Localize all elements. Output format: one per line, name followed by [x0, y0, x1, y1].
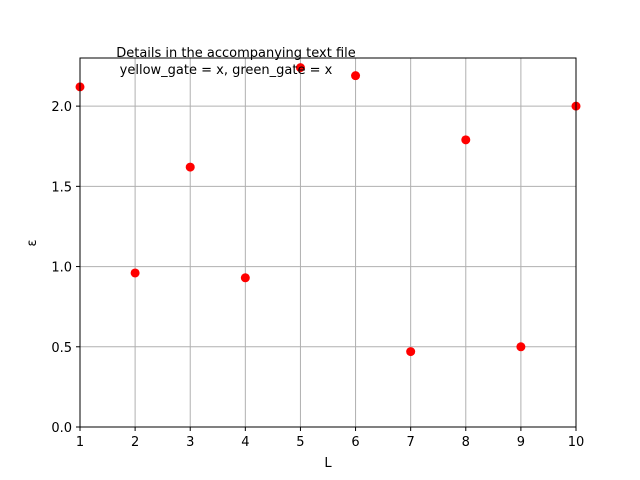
x-tick-label: 2 — [131, 435, 139, 450]
data-point — [295, 63, 305, 73]
data-point — [351, 71, 361, 81]
x-tick-label: 9 — [517, 435, 525, 450]
y-tick-label: 2.0 — [51, 100, 72, 115]
y-tick-label: 1.0 — [51, 261, 72, 276]
x-tick-label: 7 — [407, 435, 415, 450]
data-point — [461, 135, 471, 145]
plot-frame — [79, 57, 577, 428]
grid-lines — [79, 58, 577, 428]
y-tick-label: 0.0 — [51, 421, 72, 436]
x-axis-label: L — [324, 456, 332, 471]
annotation-line-2: yellow_gate = x, green_gate = x — [120, 63, 333, 78]
data-point — [185, 162, 195, 172]
x-tick-label: 3 — [186, 435, 194, 450]
x-tick-label: 10 — [568, 435, 585, 450]
x-tick-label: 6 — [351, 435, 359, 450]
y-axis-label: ε — [25, 239, 40, 246]
data-point — [406, 347, 416, 357]
data-point — [240, 273, 250, 283]
x-tick-label: 8 — [462, 435, 470, 450]
y-tick-label: 1.5 — [51, 180, 72, 195]
annotation-line-1: Details in the accompanying text file — [116, 46, 356, 61]
y-tick-label: 0.5 — [51, 341, 72, 356]
x-tick-label: 5 — [296, 435, 304, 450]
data-point — [516, 342, 526, 352]
data-point — [130, 268, 140, 278]
data-points — [75, 63, 581, 357]
x-tick-label: 1 — [76, 435, 84, 450]
axis-ticks: 1 2 3 4 5 6 7 8 9 10 0.0 0.5 1.0 1.5 2.0 — [51, 100, 584, 450]
x-tick-label: 4 — [241, 435, 249, 450]
